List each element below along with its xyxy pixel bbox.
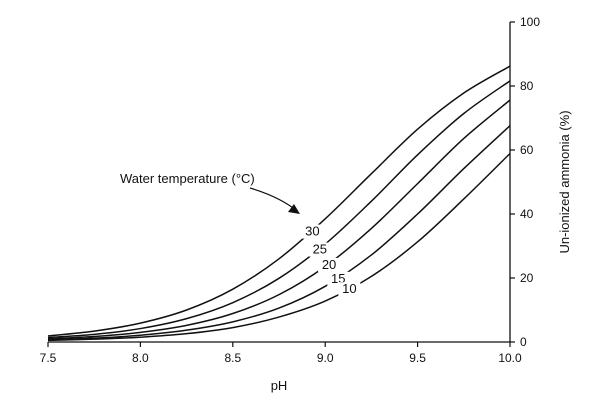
series-label-15: 15 <box>331 271 345 286</box>
series-label-bg <box>338 282 361 297</box>
series-label-bg <box>308 242 331 257</box>
series-line-20 <box>47 99 511 340</box>
series-label-25: 25 <box>313 242 327 257</box>
x-tick-label: 8.5 <box>224 351 241 365</box>
y-tick-label: 40 <box>520 207 534 221</box>
y-tick-label: 0 <box>520 335 527 349</box>
y-axis-title: Un-ionized ammonia (%) <box>557 110 572 253</box>
series-line-30 <box>47 65 511 337</box>
x-tick-label: 9.0 <box>317 351 334 365</box>
y-tick-label: 100 <box>520 15 540 29</box>
x-tick-label: 10.0 <box>498 351 522 365</box>
series-line-15 <box>47 125 511 341</box>
series-label-bg <box>301 224 324 239</box>
series-label-bg <box>318 257 341 272</box>
series-curves <box>47 65 511 342</box>
x-tick-label: 8.0 <box>132 351 149 365</box>
x-tick-label: 9.5 <box>409 351 426 365</box>
y-tick-label: 80 <box>520 79 534 93</box>
series-label-30: 30 <box>305 224 319 239</box>
x-axis-title: pH <box>271 378 288 393</box>
annotation-arrow <box>249 187 298 212</box>
y-tick-label: 20 <box>520 271 534 285</box>
series-line-25 <box>47 80 511 339</box>
series-line-10 <box>47 152 511 342</box>
annotation-arrowhead <box>288 204 300 214</box>
y-tick-label: 60 <box>520 143 534 157</box>
series-label-10: 10 <box>342 281 356 296</box>
x-tick-label: 7.5 <box>40 351 57 365</box>
annotation-text: Water temperature (°C) <box>120 171 255 186</box>
series-label-20: 20 <box>322 257 336 272</box>
plot-frame <box>48 22 511 343</box>
x-axis-ticks: 7.5 8.0 8.5 9.0 9.5 10.0 <box>40 342 522 365</box>
y-axis-ticks: 0 20 40 60 80 100 <box>510 15 540 349</box>
